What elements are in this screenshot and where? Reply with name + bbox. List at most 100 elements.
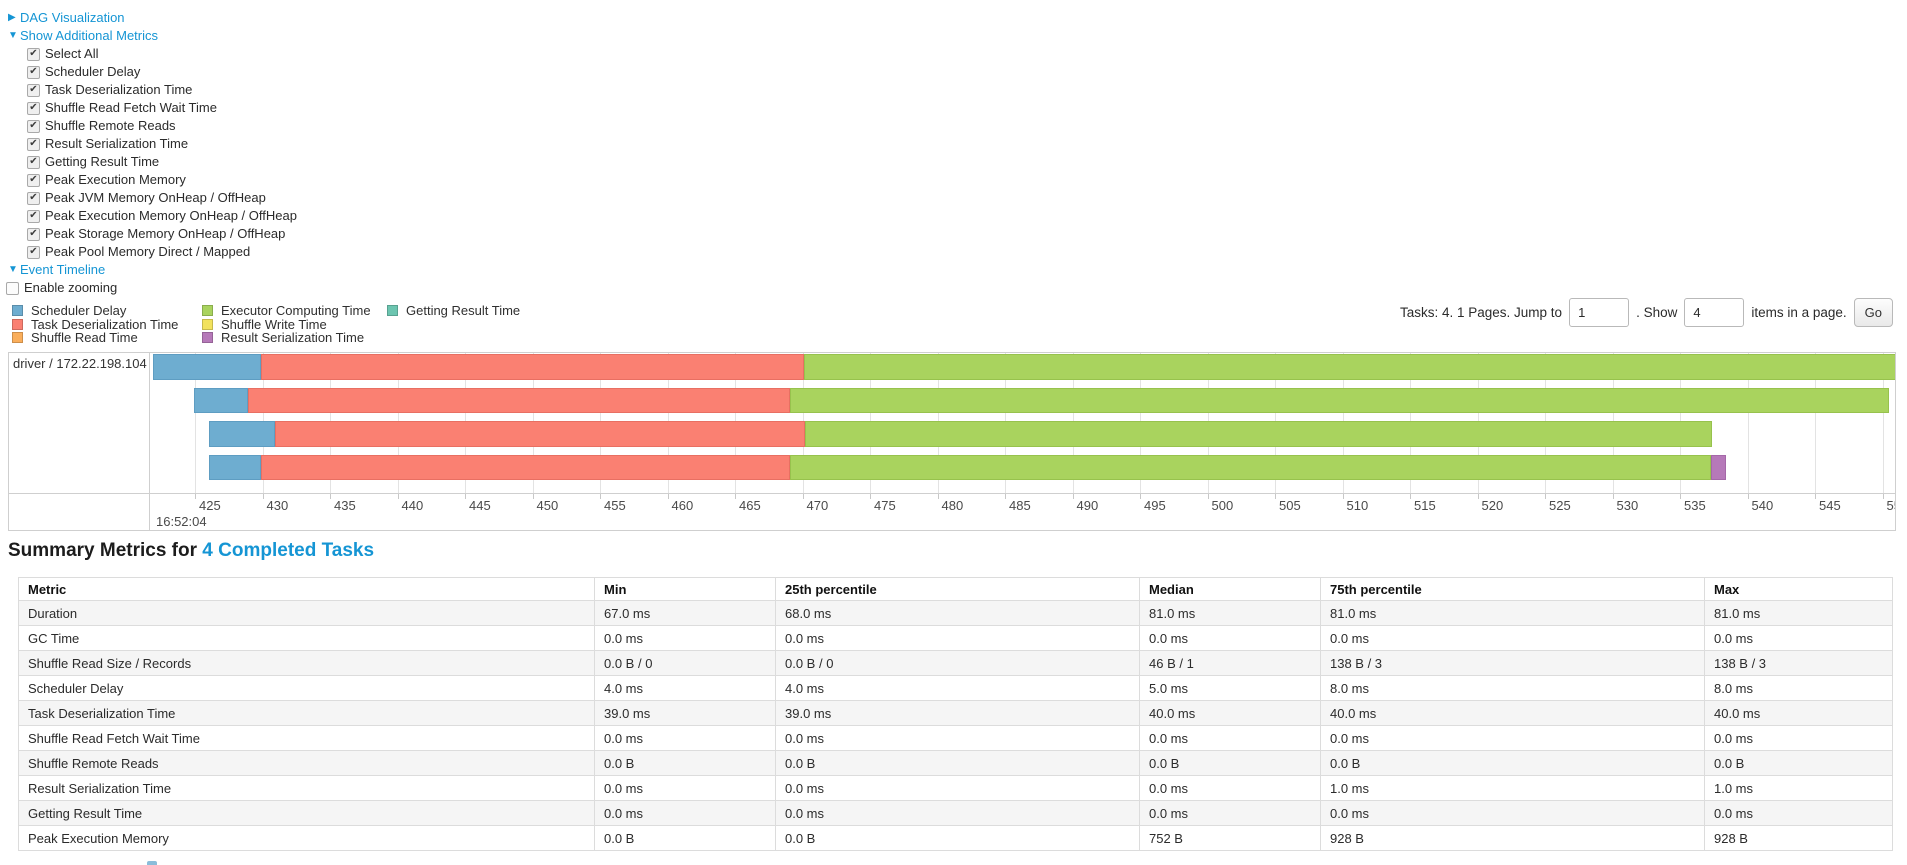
checkbox-task-deserialization-time[interactable]: ✔ (27, 83, 40, 97)
metric-value-cell: 8.0 ms (1320, 675, 1705, 701)
metric-value-cell: 752 B (1139, 825, 1321, 851)
legend-label: Shuffle Read Time (31, 329, 138, 345)
checkbox-label-select-all[interactable]: Select All (45, 46, 99, 61)
metric-value-cell: 0.0 ms (1704, 625, 1893, 651)
additional-metrics-checkbox-list: ✔ Select All ✔ Scheduler Delay ✔ Task Deseria… (8, 45, 297, 261)
metric-checkbox-row: ✔ Peak JVM Memory OnHeap / OffHeap (27, 189, 297, 207)
axis-tick-label: 520 (1481, 498, 1504, 513)
metric-checkbox-row: ✔ Task Deserialization Time (27, 81, 297, 99)
timeline-bar-segment-scheduler-delay[interactable] (193, 387, 248, 413)
axis-tick-mark (1072, 494, 1074, 499)
checkbox-peak-execution-memory-onheap-offheap[interactable]: ✔ (27, 209, 40, 223)
checkbox-peak-execution-memory[interactable]: ✔ (27, 173, 40, 187)
metric-name-cell: Shuffle Read Size / Records (18, 650, 595, 676)
summary-metrics-row: GC Time 0.0 ms 0.0 ms 0.0 ms 0.0 ms 0.0 ms (18, 625, 1893, 651)
checkbox-label-peak-jvm-memory-onheap-offheap[interactable]: Peak JVM Memory OnHeap / OffHeap (45, 190, 266, 205)
checkbox-label-shuffle-remote-reads[interactable]: Shuffle Remote Reads (45, 118, 176, 133)
checkbox-peak-pool-memory-direct-mapped[interactable]: ✔ (27, 245, 40, 259)
event-timeline-label: Event Timeline (20, 262, 106, 277)
metric-value-cell: 0.0 ms (1320, 625, 1705, 651)
metric-value-cell: 46 B / 1 (1139, 650, 1321, 676)
event-timeline-toggle[interactable]: ▼ Event Timeline (8, 261, 297, 279)
metric-value-cell: 81.0 ms (1139, 600, 1321, 626)
axis-tick-mark (1882, 494, 1884, 499)
enable-zooming-row: Enable zooming (6, 279, 297, 297)
axis-tick-mark (532, 494, 534, 499)
enable-zooming-label[interactable]: Enable zooming (24, 280, 118, 295)
show-additional-metrics-toggle[interactable]: ▼ Show Additional Metrics (8, 27, 297, 45)
metric-value-cell: 138 B / 3 (1320, 650, 1705, 676)
timeline-bar-segment-task-deserialization[interactable] (274, 421, 806, 447)
checkbox-enable-zooming[interactable] (6, 281, 19, 295)
timeline-bar-segment-executor-computing[interactable] (805, 421, 1713, 447)
legend-label: Result Serialization Time (221, 329, 365, 345)
checkbox-result-serialization-time[interactable]: ✔ (27, 137, 40, 151)
legend-swatch-shuffle-write (202, 318, 213, 330)
timeline-bar-segment-result-serialization[interactable] (1711, 454, 1726, 480)
metric-value-cell: 0.0 ms (1704, 725, 1893, 751)
checkbox-shuffle-remote-reads[interactable]: ✔ (27, 119, 40, 133)
timeline-plot-area (150, 353, 1895, 493)
timeline-bar-segment-task-deserialization[interactable] (261, 354, 804, 380)
legend-label: Task Deserialization Time (31, 316, 179, 332)
completed-tasks-count: 4 Completed Tasks (202, 540, 375, 561)
timeline-bar-segment-executor-computing[interactable] (803, 354, 1895, 380)
timeline-bar-segment-scheduler-delay[interactable] (208, 454, 262, 480)
timeline-bar-segment-task-deserialization[interactable] (247, 387, 791, 413)
axis-tick-label: 485 (1009, 498, 1031, 513)
timeline-bar-segment-task-deserialization[interactable] (261, 454, 791, 480)
checkbox-peak-jvm-memory-onheap-offheap[interactable]: ✔ (27, 191, 40, 205)
checkbox-scheduler-delay[interactable]: ✔ (27, 65, 40, 79)
go-button[interactable]: Go (1853, 297, 1893, 327)
axis-tick-label: 465 (739, 498, 761, 513)
timeline-axis: 16:52:04 425 430 435 440 445 450 455 460 465 470 4… (9, 493, 1895, 530)
checkbox-label-scheduler-delay[interactable]: Scheduler Delay (45, 64, 141, 79)
timeline-bar-segment-scheduler-delay[interactable] (153, 354, 262, 380)
show-additional-metrics-label: Show Additional Metrics (20, 28, 159, 43)
event-timeline-chart: driver / 172.22.198.104 16:52:04 425 430 4… (8, 352, 1896, 531)
axis-tick-label: 480 (941, 498, 964, 513)
timeline-bar-segment-scheduler-delay[interactable] (208, 421, 275, 447)
checkbox-getting-result-time[interactable]: ✔ (27, 155, 40, 169)
checkbox-peak-storage-memory-onheap-offheap[interactable]: ✔ (27, 227, 40, 241)
metric-value-cell: 0.0 B (1139, 750, 1321, 776)
checkbox-label-peak-pool-memory-direct-mapped[interactable]: Peak Pool Memory Direct / Mapped (45, 244, 251, 259)
legend-item: Getting Result Time (387, 303, 520, 318)
checkbox-select-all[interactable]: ✔ (27, 47, 40, 61)
checkbox-label-getting-result-time[interactable]: Getting Result Time (45, 154, 160, 169)
summary-metrics-row: Shuffle Read Size / Records 0.0 B / 0 0.0 … (18, 650, 1893, 676)
metric-value-cell: 68.0 ms (775, 600, 1140, 626)
legend-item: Executor Computing Time (202, 303, 371, 318)
col-header-75th-percentile: 75th percentile (1320, 577, 1705, 601)
legend-label: Scheduler Delay (31, 303, 127, 319)
show-items-input[interactable] (1684, 297, 1745, 327)
legend-swatch-executor-computing (202, 305, 213, 317)
dag-visualization-toggle[interactable]: ▶ DAG Visualization (8, 9, 297, 27)
axis-gridline (1815, 353, 1816, 493)
checkbox-label-peak-storage-memory-onheap-offheap[interactable]: Peak Storage Memory OnHeap / OffHeap (45, 226, 286, 241)
checkbox-label-peak-execution-memory-onheap-offheap[interactable]: Peak Execution Memory OnHeap / OffHeap (45, 208, 297, 223)
legend-column: Getting Result Time (387, 303, 520, 318)
metric-checkbox-row: ✔ Peak Execution Memory OnHeap / OffHeap (27, 207, 297, 225)
metric-value-cell: 40.0 ms (1139, 700, 1321, 726)
jump-to-page-input[interactable] (1569, 297, 1630, 327)
metric-value-cell: 67.0 ms (594, 600, 776, 626)
checkbox-label-result-serialization-time[interactable]: Result Serialization Time (45, 136, 189, 151)
metric-name-cell: Task Deserialization Time (18, 700, 595, 726)
metric-value-cell: 0.0 ms (594, 725, 776, 751)
metric-value-cell: 5.0 ms (1139, 675, 1321, 701)
timeline-bar-segment-executor-computing[interactable] (790, 387, 1890, 413)
metric-value-cell: 81.0 ms (1320, 600, 1705, 626)
axis-tick-label: 515 (1414, 498, 1436, 513)
show-text: . Show (1636, 304, 1678, 320)
checkbox-label-shuffle-read-fetch-wait-time[interactable]: Shuffle Read Fetch Wait Time (45, 100, 217, 115)
metric-checkbox-row: ✔ Peak Execution Memory (27, 171, 297, 189)
checkbox-label-task-deserialization-time[interactable]: Task Deserialization Time (45, 82, 193, 97)
checkbox-label-peak-execution-memory[interactable]: Peak Execution Memory (45, 172, 186, 187)
axis-tick-label: 540 (1751, 498, 1774, 513)
axis-tick-label: 460 (671, 498, 694, 513)
metric-value-cell: 138 B / 3 (1704, 650, 1893, 676)
timeline-bar-segment-executor-computing[interactable] (790, 454, 1712, 480)
checkbox-shuffle-read-fetch-wait-time[interactable]: ✔ (27, 101, 40, 115)
axis-tick-mark (1612, 494, 1614, 499)
